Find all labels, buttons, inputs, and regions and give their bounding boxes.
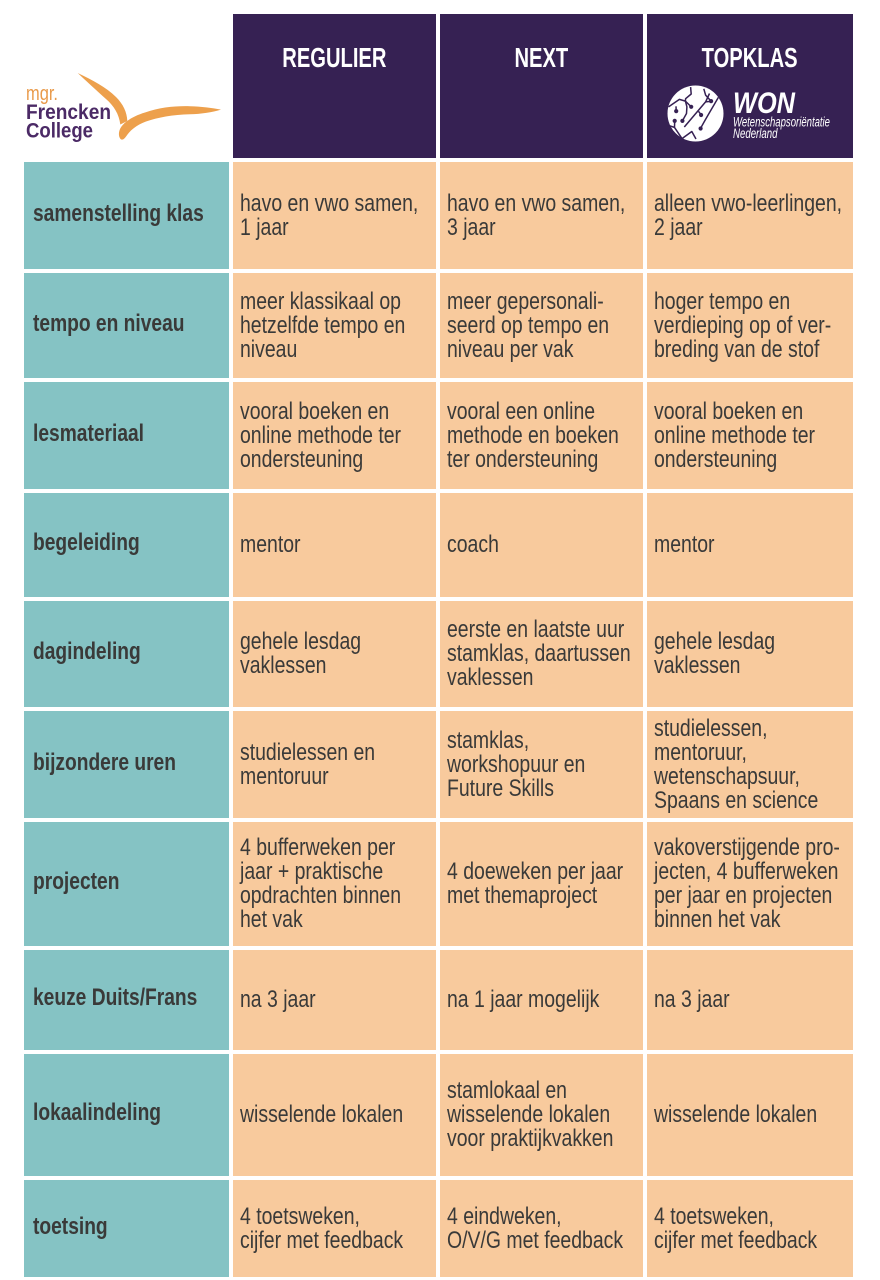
svg-text:Frencken: Frencken [26,101,111,124]
svg-text:WON: WON [733,87,796,120]
svg-text:College: College [26,119,93,142]
svg-text:Wetenschapsoriëntatie: Wetenschapsoriëntatie [733,114,830,129]
svg-text:mgr.: mgr. [26,83,58,105]
svg-text:Nederland: Nederland [733,126,778,141]
